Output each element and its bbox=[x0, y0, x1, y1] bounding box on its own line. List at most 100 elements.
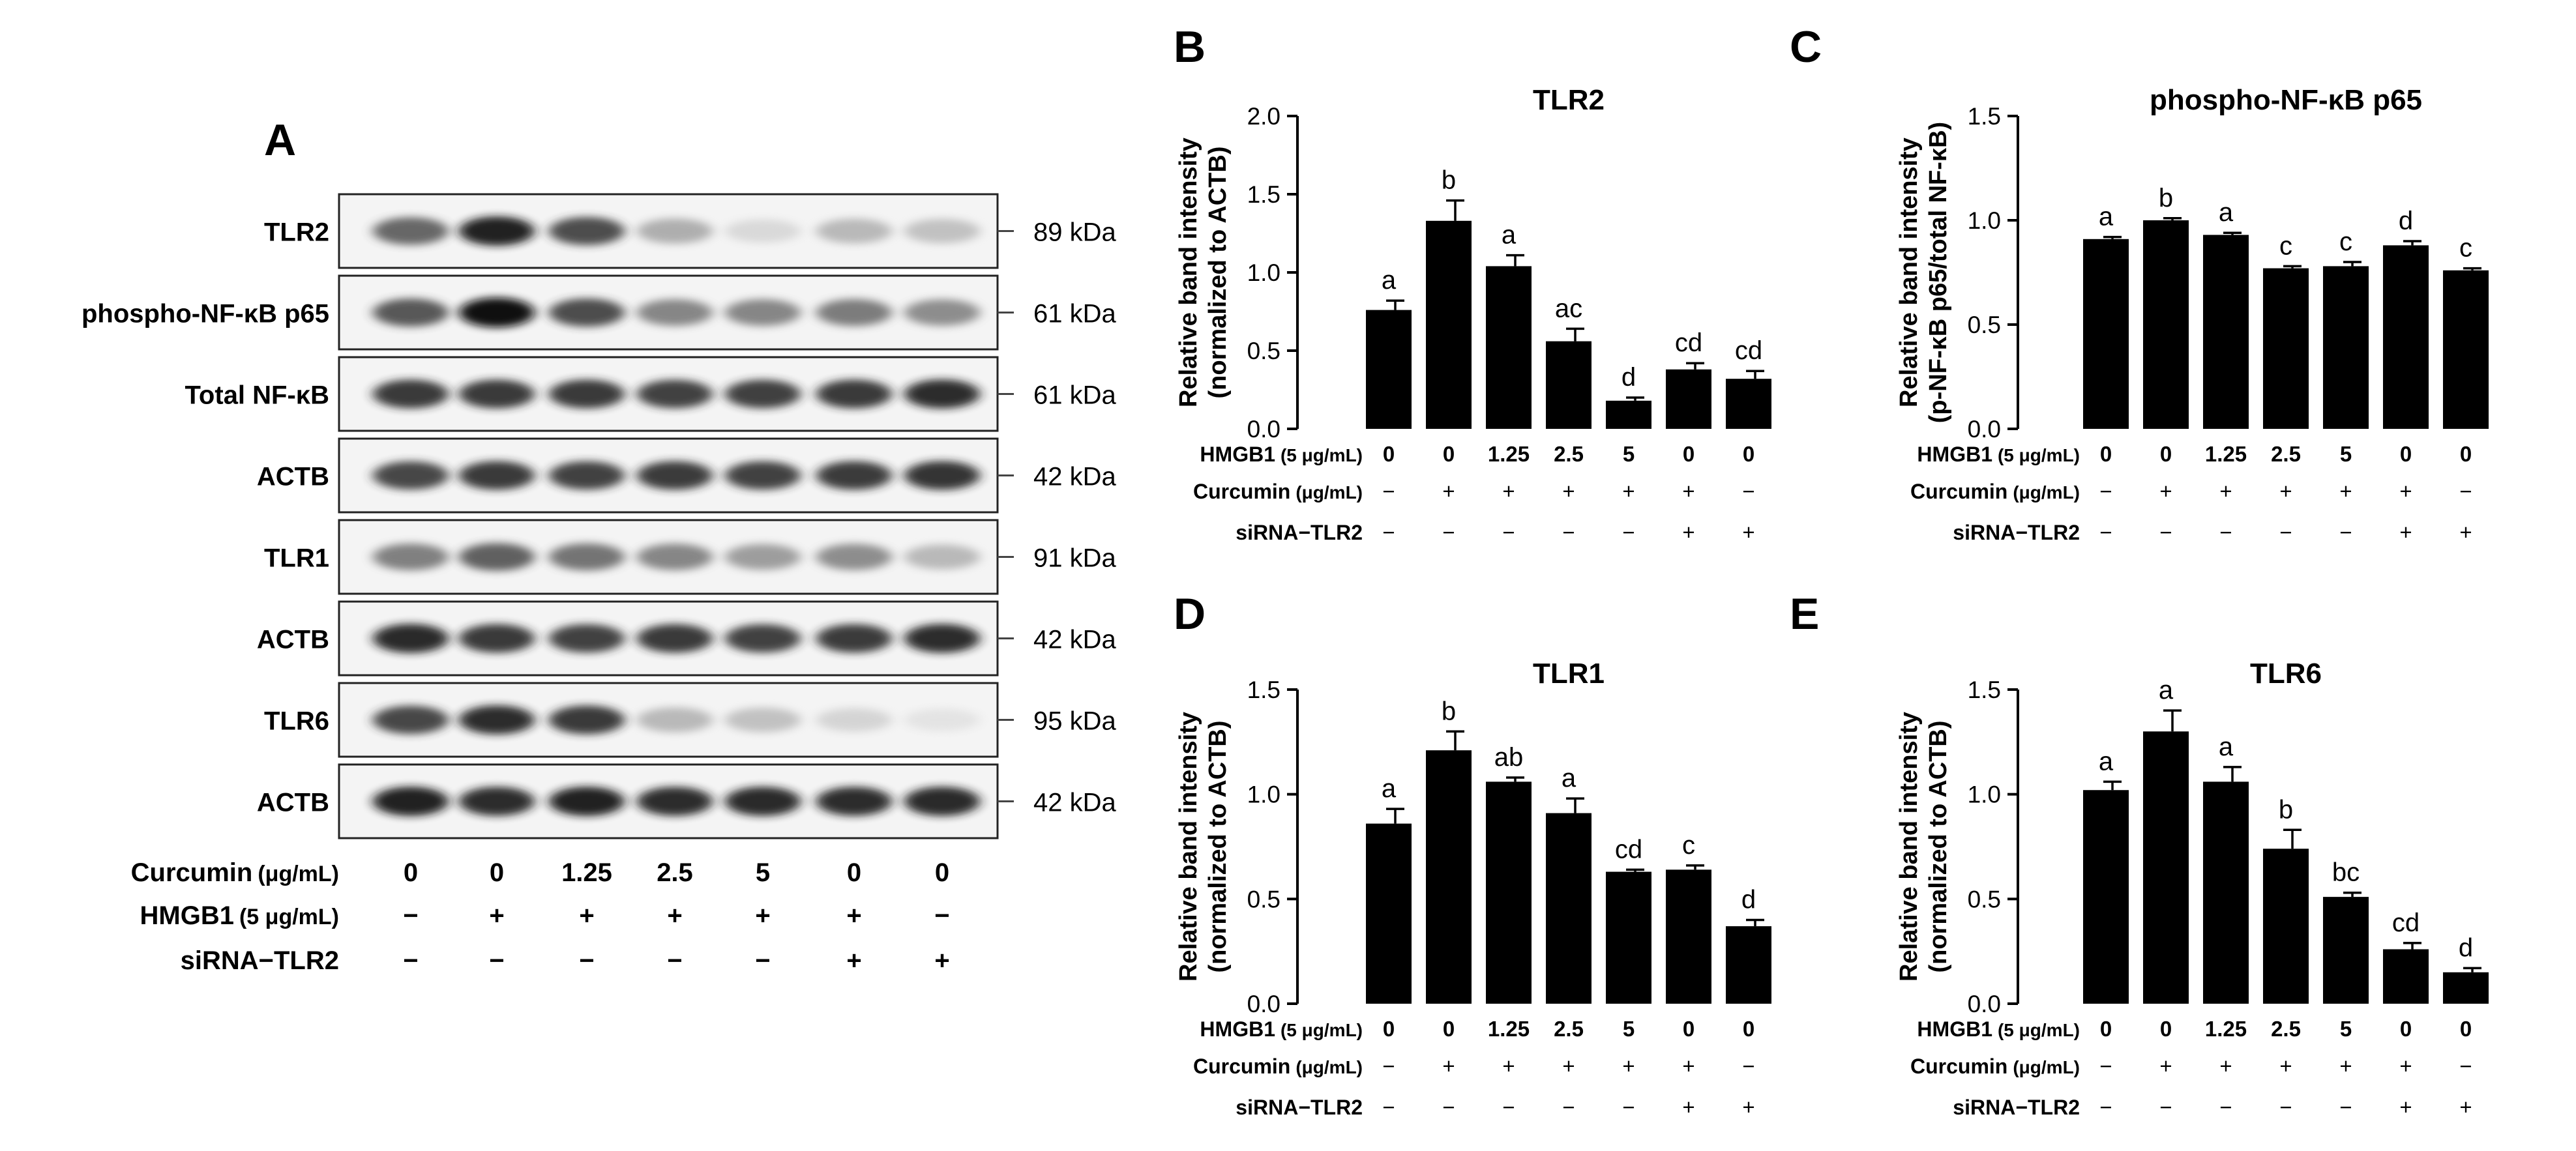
treatment-label: siRNA−TLR2 bbox=[1953, 521, 2080, 544]
blot-row bbox=[338, 600, 999, 677]
bar bbox=[2383, 245, 2429, 429]
treatment-value: + bbox=[1682, 1095, 1695, 1119]
significance-letter: a bbox=[2099, 747, 2114, 776]
blot-band bbox=[373, 379, 449, 409]
treatment-value: 0 bbox=[2160, 442, 2172, 466]
treatment-value: + bbox=[2399, 1095, 2412, 1119]
blot-band bbox=[549, 624, 625, 653]
blot-band bbox=[459, 379, 535, 409]
bar bbox=[2263, 268, 2309, 429]
blot-band bbox=[904, 299, 980, 326]
significance-letter: bc bbox=[2332, 858, 2360, 887]
bar bbox=[1486, 266, 1532, 429]
y-tick-label: 1.0 bbox=[1247, 781, 1281, 808]
blot-band bbox=[549, 216, 625, 246]
blot-band bbox=[549, 298, 625, 327]
blot-protein-label: Total NF-κB bbox=[185, 381, 329, 410]
treatment-value: − bbox=[2339, 520, 2352, 544]
y-tick-label: 0.0 bbox=[1968, 416, 2001, 443]
bar bbox=[1426, 750, 1472, 1004]
blot-band bbox=[904, 461, 980, 490]
blot-band bbox=[725, 707, 801, 733]
bar bbox=[1486, 781, 1532, 1004]
bar bbox=[1366, 823, 1412, 1004]
treatment-value: − bbox=[1742, 479, 1754, 503]
significance-letter: a bbox=[2099, 203, 2114, 231]
treatment-value: + bbox=[2279, 479, 2292, 503]
chart-title: phospho-NF-κB p65 bbox=[2150, 84, 2422, 116]
treatment-label: Curcumin (μg/mL) bbox=[1193, 480, 1363, 503]
blot-treatment-value: 0 bbox=[847, 858, 861, 887]
treatment-value: − bbox=[1502, 520, 1515, 544]
treatment-value: 1.25 bbox=[2205, 1017, 2247, 1041]
treatment-value: + bbox=[2459, 520, 2472, 544]
significance-letter: a bbox=[1502, 221, 1517, 250]
treatment-value: − bbox=[2459, 1054, 2472, 1078]
blot-kda-label: 91 kDa bbox=[1033, 544, 1116, 573]
blot-treatment-label: HMGB1 (5 μg/mL) bbox=[140, 901, 339, 930]
blot-band bbox=[549, 543, 625, 571]
blot-treatment-value: − bbox=[403, 946, 418, 975]
treatment-value: + bbox=[1742, 520, 1754, 544]
treatment-value: + bbox=[2399, 1054, 2412, 1078]
blot-band bbox=[637, 218, 713, 244]
blot-band bbox=[637, 379, 713, 409]
treatment-value: 0 bbox=[1383, 442, 1395, 466]
treatment-value: + bbox=[2399, 520, 2412, 544]
blot-treatment-value: − bbox=[579, 946, 594, 975]
treatment-value: + bbox=[2399, 479, 2412, 503]
blot-treatment-value: 0 bbox=[490, 858, 504, 887]
treatment-value: 0 bbox=[1443, 1017, 1455, 1041]
blot-kda-label: 95 kDa bbox=[1033, 707, 1116, 736]
treatment-value: 1.25 bbox=[2205, 442, 2247, 466]
treatment-value: 0 bbox=[2460, 1017, 2472, 1041]
blot-band bbox=[816, 218, 892, 244]
y-tick-label: 0.5 bbox=[1968, 312, 2001, 338]
blot-treatment-label: Curcumin (μg/mL) bbox=[131, 858, 339, 887]
treatment-value: + bbox=[2159, 479, 2172, 503]
bar bbox=[1366, 310, 1412, 429]
y-tick-label: 0.0 bbox=[1968, 991, 2001, 1017]
significance-letter: cd bbox=[2392, 909, 2420, 937]
bar bbox=[2083, 239, 2129, 429]
treatment-value: − bbox=[1382, 1095, 1395, 1119]
treatment-value: 0 bbox=[2400, 442, 2412, 466]
y-tick-label: 0.5 bbox=[1247, 338, 1281, 364]
blot-treatment-value: 0 bbox=[935, 858, 949, 887]
y-tick-label: 1.5 bbox=[1247, 181, 1281, 208]
blot-treatment-value: 2.5 bbox=[657, 858, 693, 887]
bar bbox=[2263, 849, 2309, 1004]
treatment-value: + bbox=[1562, 479, 1575, 503]
bar bbox=[1726, 926, 1771, 1004]
treatment-value: 0 bbox=[2100, 1017, 2112, 1041]
treatment-value: − bbox=[2339, 1095, 2352, 1119]
treatment-value: − bbox=[2099, 479, 2112, 503]
treatment-value: 1.25 bbox=[1488, 442, 1530, 466]
bar bbox=[1606, 871, 1651, 1004]
significance-letter: cd bbox=[1675, 328, 1702, 357]
treatment-value: − bbox=[2279, 520, 2292, 544]
treatment-value: 0 bbox=[1743, 1017, 1754, 1041]
blot-band bbox=[549, 461, 625, 490]
y-tick-label: 0.0 bbox=[1247, 416, 1281, 443]
chart-phospho-nfkb-p65: 0.0 0.5 1.0 1.5 Relative band intensity (p-NF… bbox=[1895, 84, 2489, 544]
treatment-label: HMGB1 (5 μg/mL) bbox=[1917, 1017, 2080, 1041]
treatment-value: + bbox=[1442, 1054, 1455, 1078]
blot-treatment-value: − bbox=[934, 901, 949, 930]
panel-letter-c: C bbox=[1790, 22, 1822, 72]
blot-band bbox=[904, 708, 980, 731]
treatment-value: + bbox=[1682, 1054, 1695, 1078]
blot-protein-label: ACTB bbox=[257, 463, 329, 491]
blot-band bbox=[904, 624, 980, 653]
treatment-value: + bbox=[2219, 479, 2232, 503]
blot-treatment-value: + bbox=[934, 946, 949, 975]
blot-band bbox=[725, 544, 801, 570]
treatment-value: 5 bbox=[2340, 1017, 2352, 1041]
y-tick-label: 1.5 bbox=[1968, 103, 2001, 130]
y-axis-label: Relative band intensity bbox=[1895, 138, 1923, 407]
blot-band bbox=[816, 787, 892, 816]
y-tick-label: 1.5 bbox=[1968, 677, 2001, 703]
blot-band bbox=[459, 461, 535, 490]
treatment-label: Curcumin (μg/mL) bbox=[1910, 480, 2080, 503]
significance-letter: d bbox=[2459, 933, 2473, 962]
